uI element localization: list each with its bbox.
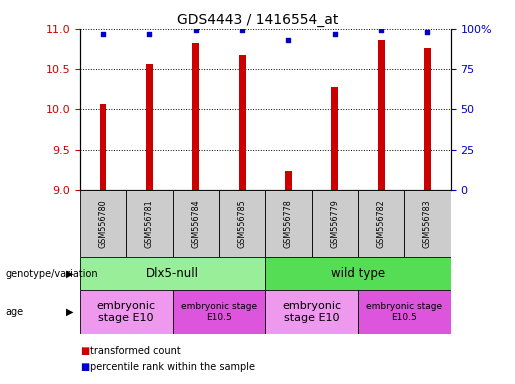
- Bar: [173, 190, 219, 257]
- Text: percentile rank within the sample: percentile rank within the sample: [90, 362, 255, 372]
- Text: GSM556781: GSM556781: [145, 199, 154, 248]
- Point: [331, 31, 339, 37]
- Bar: [404, 190, 451, 257]
- Bar: [358, 190, 404, 257]
- Point: [377, 27, 385, 33]
- Bar: [265, 290, 358, 334]
- Text: ■: ■: [80, 362, 89, 372]
- Bar: [146, 64, 153, 190]
- Text: GSM556782: GSM556782: [376, 199, 386, 248]
- Bar: [80, 290, 173, 334]
- Point: [423, 29, 432, 35]
- Bar: [265, 257, 451, 290]
- Text: GSM556779: GSM556779: [330, 199, 339, 248]
- Point: [238, 27, 246, 33]
- Bar: [265, 190, 312, 257]
- Text: ▶: ▶: [66, 268, 73, 279]
- Text: GSM556780: GSM556780: [98, 199, 108, 248]
- Bar: [424, 48, 431, 190]
- Bar: [99, 104, 107, 190]
- Text: embryonic
stage E10: embryonic stage E10: [97, 301, 156, 323]
- Point: [284, 37, 293, 43]
- Text: ■: ■: [80, 346, 89, 356]
- Text: embryonic stage
E10.5: embryonic stage E10.5: [181, 302, 257, 322]
- Bar: [173, 290, 265, 334]
- Point: [192, 27, 200, 33]
- Text: GSM556783: GSM556783: [423, 199, 432, 248]
- Point: [99, 31, 107, 37]
- Text: GSM556785: GSM556785: [237, 199, 247, 248]
- Bar: [80, 190, 126, 257]
- Bar: [80, 257, 265, 290]
- Text: age: age: [5, 307, 23, 317]
- Bar: [331, 87, 338, 190]
- Text: GSM556778: GSM556778: [284, 199, 293, 248]
- Text: wild type: wild type: [331, 267, 385, 280]
- Bar: [192, 43, 199, 190]
- Text: embryonic stage
E10.5: embryonic stage E10.5: [366, 302, 442, 322]
- Bar: [285, 171, 292, 190]
- Text: embryonic
stage E10: embryonic stage E10: [282, 301, 341, 323]
- Text: GDS4443 / 1416554_at: GDS4443 / 1416554_at: [177, 13, 338, 27]
- Bar: [312, 190, 358, 257]
- Text: Dlx5-null: Dlx5-null: [146, 267, 199, 280]
- Text: transformed count: transformed count: [90, 346, 181, 356]
- Point: [145, 31, 153, 37]
- Text: genotype/variation: genotype/variation: [5, 268, 98, 279]
- Bar: [238, 55, 246, 190]
- Text: ▶: ▶: [66, 307, 73, 317]
- Bar: [219, 190, 265, 257]
- Bar: [358, 290, 451, 334]
- Bar: [377, 40, 385, 190]
- Bar: [126, 190, 173, 257]
- Text: GSM556784: GSM556784: [191, 199, 200, 248]
